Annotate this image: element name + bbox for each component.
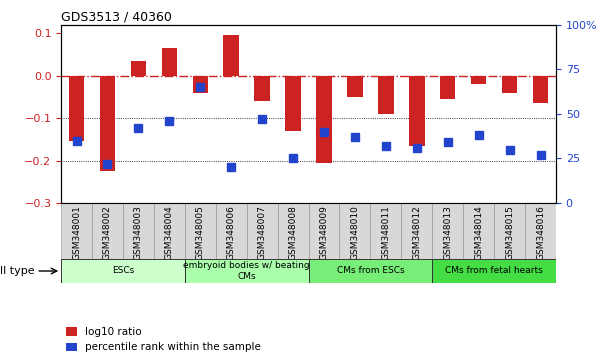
Bar (463, 203, 494, 259)
Bar (471, 76, 486, 84)
Bar (340, 203, 370, 259)
Bar (61, 259, 185, 283)
Bar (247, 203, 277, 259)
Bar (185, 203, 216, 259)
Text: ESCs: ESCs (112, 267, 134, 275)
Text: GSM348011: GSM348011 (381, 205, 390, 260)
Bar (224, 35, 239, 76)
Bar (216, 203, 247, 259)
Text: GSM348016: GSM348016 (536, 205, 545, 260)
Bar (502, 76, 518, 93)
Bar (440, 76, 455, 99)
Bar (131, 61, 146, 76)
Bar (433, 203, 463, 259)
Bar (433, 259, 556, 283)
Bar (123, 203, 154, 259)
Text: GSM348001: GSM348001 (72, 205, 81, 260)
Bar (100, 76, 115, 171)
Text: GSM348013: GSM348013 (443, 205, 452, 260)
Text: GSM348008: GSM348008 (288, 205, 298, 260)
Text: CMs from fetal hearts: CMs from fetal hearts (445, 267, 543, 275)
Text: GSM348004: GSM348004 (165, 205, 174, 260)
Legend: log10 ratio, percentile rank within the sample: log10 ratio, percentile rank within the … (67, 327, 261, 352)
Bar (409, 76, 425, 146)
Bar (285, 76, 301, 131)
Bar (162, 48, 177, 76)
Text: embryoid bodies w/ beating
CMs: embryoid bodies w/ beating CMs (183, 261, 310, 281)
Bar (309, 203, 340, 259)
Text: GSM348009: GSM348009 (320, 205, 329, 260)
Text: cell type: cell type (0, 266, 35, 276)
Text: GDS3513 / 40360: GDS3513 / 40360 (61, 11, 172, 24)
Text: GSM348014: GSM348014 (474, 205, 483, 260)
Text: CMs from ESCs: CMs from ESCs (337, 267, 404, 275)
Bar (61, 203, 92, 259)
Text: GSM348002: GSM348002 (103, 205, 112, 260)
Text: GSM348015: GSM348015 (505, 205, 514, 260)
Bar (494, 203, 525, 259)
Bar (316, 76, 332, 163)
Bar (192, 76, 208, 93)
Bar (185, 259, 309, 283)
Bar (254, 76, 270, 101)
Bar (378, 76, 393, 114)
Text: GSM348006: GSM348006 (227, 205, 236, 260)
Bar (347, 76, 363, 97)
Bar (92, 203, 123, 259)
Text: GSM348005: GSM348005 (196, 205, 205, 260)
Text: GSM348012: GSM348012 (412, 205, 422, 260)
Text: GSM348007: GSM348007 (258, 205, 266, 260)
Bar (69, 76, 84, 142)
Bar (309, 259, 433, 283)
Text: GSM348003: GSM348003 (134, 205, 143, 260)
Bar (370, 203, 401, 259)
Bar (401, 203, 433, 259)
Bar (533, 76, 548, 103)
Bar (154, 203, 185, 259)
Bar (277, 203, 309, 259)
Text: GSM348010: GSM348010 (351, 205, 359, 260)
Bar (525, 203, 556, 259)
